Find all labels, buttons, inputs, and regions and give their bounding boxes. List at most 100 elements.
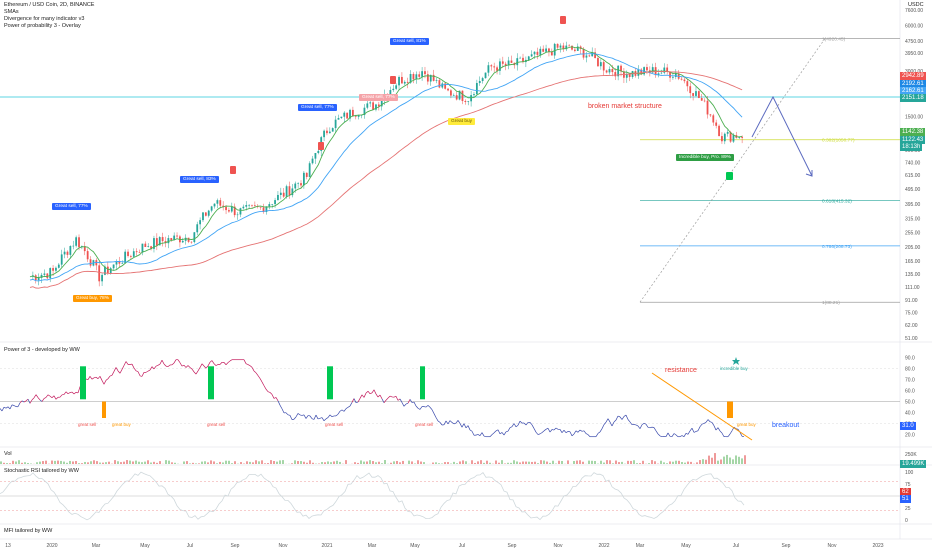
volume-bar [15,461,17,464]
volume-bar [240,462,242,464]
candle-body [415,74,418,80]
candle-body [418,74,421,77]
candle-body [409,74,412,83]
stoch-pane-title[interactable]: Stochastic RSI tailored by WW [4,468,79,474]
power-line-segment [71,391,75,395]
volume-bar [591,460,593,464]
power-line-segment [261,381,265,386]
power-line-segment [161,359,165,365]
candle-body [738,136,741,138]
volume-bar [114,460,116,464]
power-line-segment [367,390,371,394]
price-tick-label: 51.00 [905,336,918,342]
power-line-segment [541,430,545,433]
volume-bar [717,460,719,464]
power-line-segment [95,376,99,379]
volume-bar [411,461,413,464]
volume-bar [477,461,479,464]
volume-bar [297,461,299,464]
symbol-title[interactable]: Ethereum / USD Coin, 2D, BINANCE [4,2,95,8]
volume-bar [168,460,170,464]
power-line-segment [619,416,623,420]
price-tick-label: 91.00 [905,298,918,304]
volume-bar [360,460,362,464]
volume-bar [102,462,104,464]
power-line-segment [459,423,463,428]
candle-body [161,237,164,242]
candle-body [173,235,176,241]
fib-label: 0.786(208.73) [822,244,852,250]
indicator-power-overlay[interactable]: Power of probability 3 - Overlay [4,23,81,29]
stoch-tick-label: 0 [905,518,908,524]
indicator-divergence[interactable]: Divergence for many indicator v3 [4,16,85,22]
power-line-segment [551,429,555,431]
volume-bar [216,463,218,464]
candle-body [709,114,712,116]
power-line-segment [457,420,461,424]
power-line-segment [43,397,47,399]
candle-body [389,90,392,97]
power-line-segment [363,392,367,398]
volume-bar [486,460,488,464]
power-line-segment [189,367,193,370]
power-line-segment [9,404,13,410]
power-line-segment [687,430,691,435]
candle-body [490,65,493,67]
candle-body [646,67,648,71]
power-line-segment [689,427,693,432]
power-line-segment [405,402,409,405]
candle-body [268,204,271,207]
power-line-segment [163,363,167,367]
volume-bar [516,461,518,464]
power-line-segment [475,434,479,436]
candle-body [147,246,150,248]
power-pane-title[interactable]: Power of 3 - developed by WW [4,347,80,353]
candle-body [576,46,579,51]
indicator-sma[interactable]: SMAs [4,9,19,15]
power-line-segment [247,364,251,366]
candle-body [242,206,245,209]
volume-bar [540,460,542,464]
power-tick-label: 20.0 [905,433,915,439]
power-line-segment [65,391,69,395]
power-line-segment [267,391,271,393]
candle-body [43,273,46,275]
power-line-segment [243,359,247,364]
volume-bar [699,460,701,464]
power-line-segment [93,376,97,379]
power-line-segment [443,420,447,425]
candle-body [669,71,671,78]
candle-body [401,76,403,84]
power-line-segment [711,422,715,426]
price-tick-label: 3000.00 [905,69,923,75]
mfi-pane-title[interactable]: MFI tailored by WW [4,528,53,534]
volume-bar [204,461,206,464]
power-line-segment [121,365,125,370]
price-tick-label: 205.00 [905,245,921,251]
volume-bar [396,460,398,464]
power-line-segment [373,389,377,395]
candle-body [666,67,669,72]
power-line-segment [219,362,223,365]
power-line-segment [313,414,317,420]
power-line-segment [89,376,93,380]
volume-bar [90,461,92,464]
power-line-segment [713,425,717,431]
volume-bar [153,461,155,464]
volume-bar [135,460,137,464]
volume-bar [282,460,284,464]
volume-pane-title[interactable]: Vol [4,451,12,457]
power-tick-label: 80.0 [905,367,915,373]
candle-body [545,48,547,52]
volume-bar [663,462,665,464]
power-line-segment [353,398,357,403]
stoch-current-tag: 51 [900,495,911,503]
power-line-segment [345,406,349,409]
volume-bar [339,461,341,464]
power-line-segment [325,417,329,420]
candle-body [138,252,141,253]
signal-tag: Great buy, 78% [73,295,112,302]
volume-bar [72,461,74,464]
volume-bar [159,461,161,464]
